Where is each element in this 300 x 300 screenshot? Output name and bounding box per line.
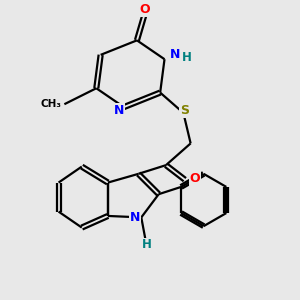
Text: S: S bbox=[180, 104, 189, 117]
Text: CH₃: CH₃ bbox=[40, 99, 61, 109]
Text: N: N bbox=[113, 104, 124, 117]
Text: O: O bbox=[139, 3, 149, 16]
Text: O: O bbox=[190, 172, 200, 185]
Text: H: H bbox=[182, 51, 192, 64]
Text: N: N bbox=[170, 48, 181, 62]
Text: H: H bbox=[142, 238, 152, 251]
Text: N: N bbox=[130, 211, 140, 224]
